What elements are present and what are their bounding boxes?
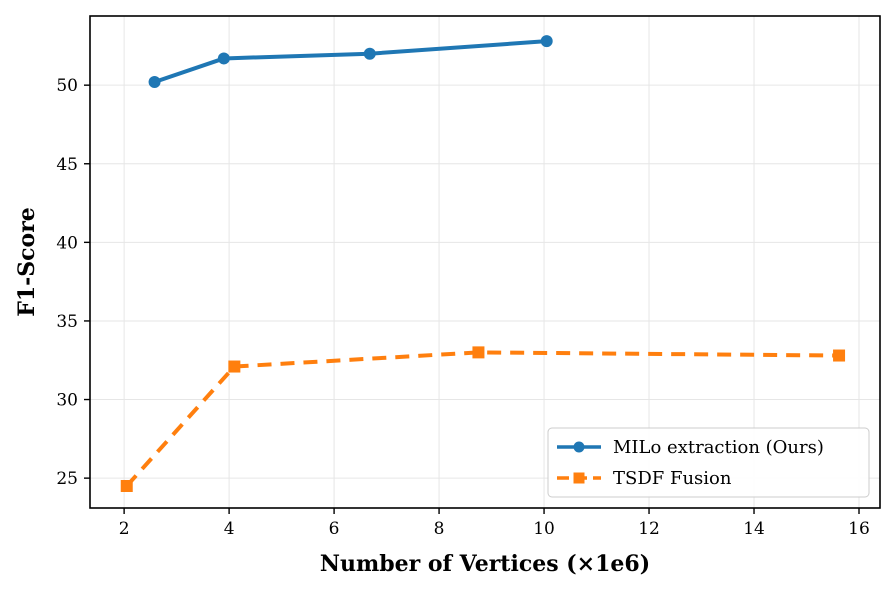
x-tick-label: 6 <box>329 519 340 539</box>
legend-marker-tsdf <box>573 472 585 484</box>
data-point-1 <box>228 360 241 373</box>
x-ticks: 2 4 6 8 10 12 14 16 <box>119 508 870 539</box>
data-point-0 <box>148 76 161 89</box>
x-tick-label: 16 <box>848 519 870 539</box>
legend-box <box>547 427 870 498</box>
y-tick-label: 45 <box>56 155 78 175</box>
series-line-0 <box>152 39 549 85</box>
x-tick-label: 2 <box>119 519 130 539</box>
x-tick-label: 12 <box>638 519 660 539</box>
y-tick-label: 50 <box>56 76 78 96</box>
x-axis-label: Number of Vertices (×1e6) <box>320 551 650 577</box>
legend-label-tsdf: TSDF Fusion <box>613 468 732 489</box>
y-ticks: 25 30 35 40 45 50 <box>56 76 90 489</box>
y-tick-label: 25 <box>56 469 78 489</box>
series-layer <box>120 35 846 492</box>
y-tick-label: 30 <box>56 391 78 411</box>
data-point-0 <box>217 52 230 65</box>
x-tick-label: 8 <box>434 519 445 539</box>
legend-label-milo: MILo extraction (Ours) <box>613 437 824 458</box>
x-tick-label: 4 <box>224 519 235 539</box>
y-tick-label: 40 <box>56 233 78 253</box>
data-point-0 <box>540 35 553 48</box>
x-tick-label: 10 <box>533 519 555 539</box>
y-tick-label: 35 <box>56 312 78 332</box>
data-point-1 <box>120 479 133 492</box>
data-point-0 <box>363 47 376 60</box>
data-point-1 <box>833 349 846 362</box>
legend-marker-milo <box>573 441 585 453</box>
plot-frame <box>89 15 881 509</box>
data-point-1 <box>472 346 485 359</box>
series-line-1 <box>125 350 840 488</box>
y-axis-label: F1-Score <box>14 207 40 317</box>
legend: MILo extraction (Ours) TSDF Fusion <box>547 427 870 498</box>
x-tick-label: 14 <box>743 519 765 539</box>
grid <box>90 16 880 508</box>
